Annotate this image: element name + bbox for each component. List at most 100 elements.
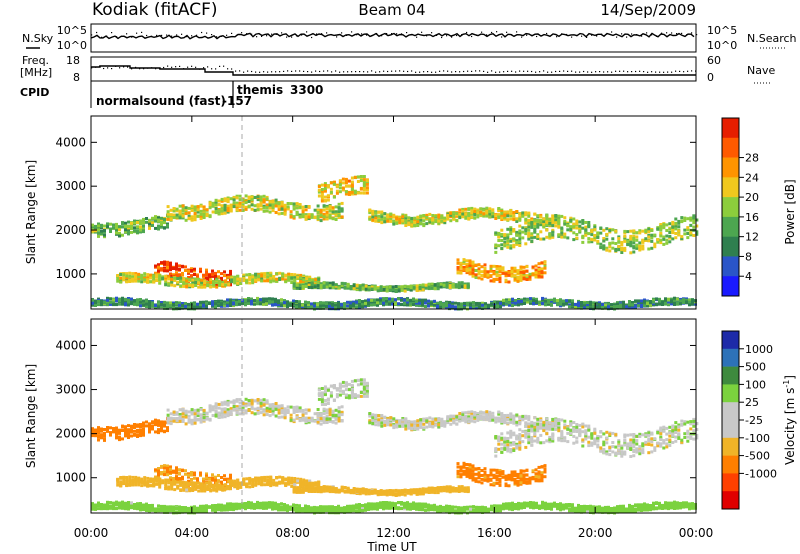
- power-cell: [262, 297, 265, 301]
- power-cell: [494, 231, 498, 235]
- power-cell: [344, 178, 348, 182]
- power-cell: [511, 303, 514, 307]
- power-cell: [391, 288, 395, 291]
- power-cell: [91, 301, 94, 305]
- power-cell: [665, 223, 669, 227]
- power-cell: [112, 303, 115, 307]
- power-cell: [464, 207, 468, 211]
- noise-search-dot: [601, 33, 603, 35]
- power-cell: [580, 306, 583, 310]
- power-cell: [350, 176, 354, 180]
- power-cell: [407, 221, 411, 225]
- power-cell: [482, 212, 486, 216]
- nave-dot: [579, 71, 581, 73]
- power-cell: [199, 204, 203, 208]
- noise-search-dot: [606, 33, 608, 35]
- noise-search-dot: [146, 34, 148, 37]
- power-cell: [245, 279, 249, 283]
- nave-dot: [107, 67, 109, 69]
- power-cell: [516, 272, 520, 276]
- power-cell: [641, 229, 645, 233]
- power-cell: [434, 220, 438, 224]
- power-cell: [214, 203, 218, 207]
- power-cell: [613, 305, 616, 309]
- power-cell: [316, 281, 320, 285]
- power-cell: [181, 306, 184, 310]
- power-cell: [272, 279, 276, 283]
- power-cell: [235, 299, 238, 302]
- power-cell: [277, 303, 280, 307]
- noise-search-dot: [186, 36, 188, 38]
- power-cell: [301, 213, 305, 217]
- nave-dot: [355, 71, 357, 73]
- power-cell: [658, 300, 661, 304]
- velocity-cell: [124, 429, 127, 433]
- power-cell: [277, 208, 281, 212]
- power-cell: [175, 213, 179, 217]
- power-cell: [563, 216, 567, 220]
- power-cell: [247, 195, 251, 199]
- power-cell: [167, 277, 171, 281]
- freq-left-tick-bottom: 8: [73, 71, 80, 84]
- power-cell: [229, 209, 233, 213]
- power-cell: [510, 274, 514, 278]
- noise-search-dot: [531, 34, 533, 36]
- power-cell: [319, 304, 322, 308]
- power-cell: [323, 189, 327, 193]
- power-cell: [166, 265, 169, 269]
- power-cell: [403, 289, 407, 293]
- power-cell: [525, 274, 529, 278]
- power-cell: [608, 249, 612, 253]
- power-cell: [629, 243, 633, 247]
- nave-dot: [179, 65, 181, 67]
- power-cell: [338, 186, 342, 190]
- power-cell: [371, 215, 375, 219]
- power-cell: [317, 185, 321, 188]
- power-cell: [130, 230, 133, 234]
- power-cell: [346, 304, 349, 308]
- power-cell: [480, 277, 484, 281]
- power-cell: [176, 277, 180, 280]
- velocity-cell: [97, 431, 100, 435]
- power-cell: [581, 226, 585, 230]
- power-cell: [175, 267, 178, 271]
- power-cell: [427, 299, 430, 303]
- power-cell: [483, 272, 487, 276]
- power-cell: [226, 197, 230, 201]
- power-cell: [172, 273, 175, 277]
- power-cell: [527, 234, 531, 238]
- power-cell: [349, 286, 353, 290]
- power-cell: [347, 190, 351, 194]
- noise-search-dot: [261, 35, 263, 37]
- power-cell: [328, 204, 332, 208]
- freq-trace: [91, 65, 697, 76]
- power-cell: [331, 210, 335, 214]
- power-cell: [559, 298, 562, 302]
- power-cell: [250, 203, 254, 207]
- noise-search-dot: [621, 33, 623, 35]
- power-cell: [562, 299, 565, 303]
- power-cell: [370, 303, 373, 307]
- power-cell: [442, 283, 446, 287]
- power-cell: [215, 285, 219, 289]
- power-cell: [230, 278, 234, 282]
- power-cell: [471, 268, 475, 272]
- noise-search-dot: [286, 36, 288, 38]
- power-cell: [515, 240, 519, 244]
- power-cell: [419, 216, 423, 220]
- power-cell: [643, 304, 646, 308]
- power-cell: [593, 234, 597, 238]
- power-cell: [178, 209, 182, 213]
- power-cell: [125, 280, 129, 284]
- power-cell: [280, 207, 284, 211]
- power-cell: [574, 305, 577, 309]
- power-cell: [158, 274, 162, 278]
- power-cell: [587, 221, 591, 224]
- power-y-label: Slant Range [km]: [24, 160, 38, 264]
- velocity-cell: [157, 473, 160, 477]
- power-cell: [401, 215, 405, 219]
- noise-search-dot: [676, 33, 678, 35]
- power-cell: [631, 305, 634, 309]
- power-cell: [286, 305, 289, 309]
- power-cell: [474, 263, 478, 267]
